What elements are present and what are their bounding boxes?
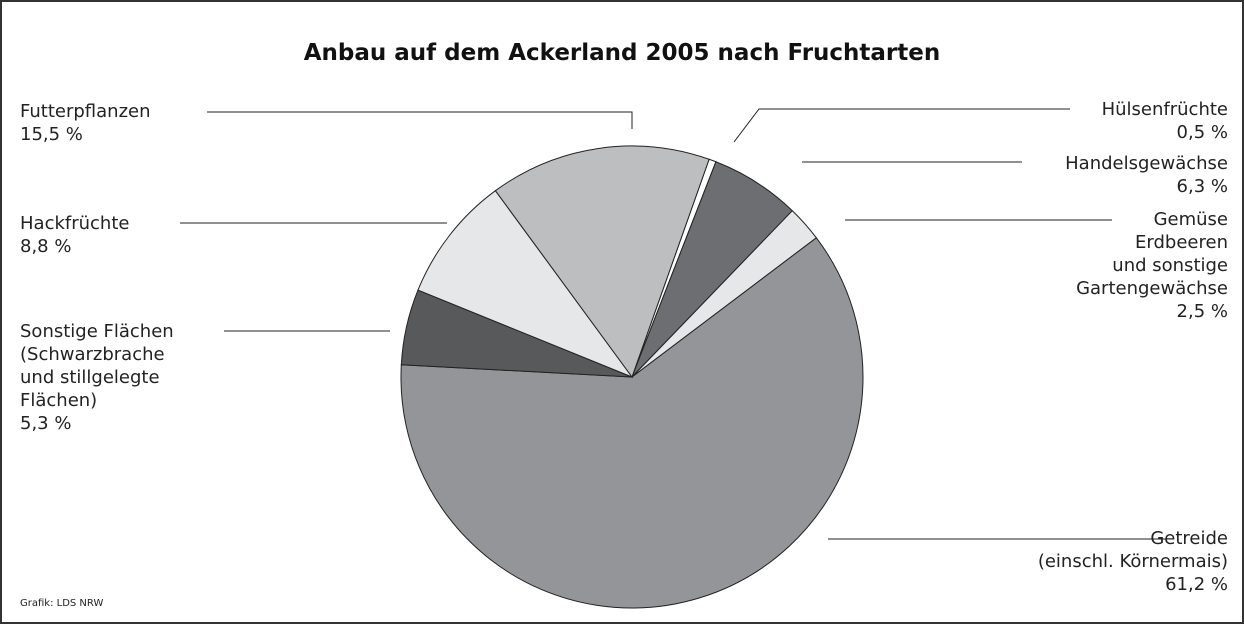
source-note: Grafik: LDS NRW	[20, 598, 104, 609]
chart-title: Anbau auf dem Ackerland 2005 nach Frucht…	[303, 40, 941, 66]
value-label: 5,3 %	[20, 413, 72, 434]
value-label: 61,2 %	[1165, 574, 1228, 595]
category-label: Futterpflanzen	[20, 101, 151, 122]
pie-slice	[494, 145, 710, 379]
slice-label: Handelsgewächse 6,3 %	[1065, 152, 1228, 198]
value-label: 0,5 %	[1176, 122, 1228, 143]
slice-label: Hülsenfrüchte 0,5 %	[1102, 98, 1228, 144]
value-label: 6,3 %	[1176, 176, 1228, 197]
leader-line	[733, 108, 1070, 143]
slice-label: Futterpflanzen 15,5 %	[20, 100, 151, 146]
category-label: Handelsgewächse	[1065, 153, 1228, 174]
category-label: Hülsenfrüchte	[1101, 99, 1228, 120]
pie-slice	[400, 237, 864, 609]
category-label: Hackfrüchte	[20, 213, 130, 234]
slice-label: Sonstige Flächen (Schwarzbrache und stil…	[20, 320, 174, 435]
value-label: 15,5 %	[20, 124, 83, 145]
category-label: Gemüse Erdbeeren und sonstige Gartengewä…	[1076, 209, 1228, 299]
slice-label: Hackfrüchte 8,8 %	[20, 212, 129, 258]
category-label: Getreide (einschl. Körnermais)	[1037, 528, 1228, 572]
pie-slice	[417, 189, 634, 379]
category-label: Sonstige Flächen (Schwarzbrache und stil…	[20, 321, 174, 411]
slice-label: Getreide (einschl. Körnermais) 61,2 %	[1038, 527, 1228, 596]
leader-line	[207, 111, 633, 129]
value-label: 8,8 %	[20, 236, 72, 257]
value-label: 2,5 %	[1176, 301, 1228, 322]
slice-label: Gemüse Erdbeeren und sonstige Gartengewä…	[1076, 208, 1228, 323]
